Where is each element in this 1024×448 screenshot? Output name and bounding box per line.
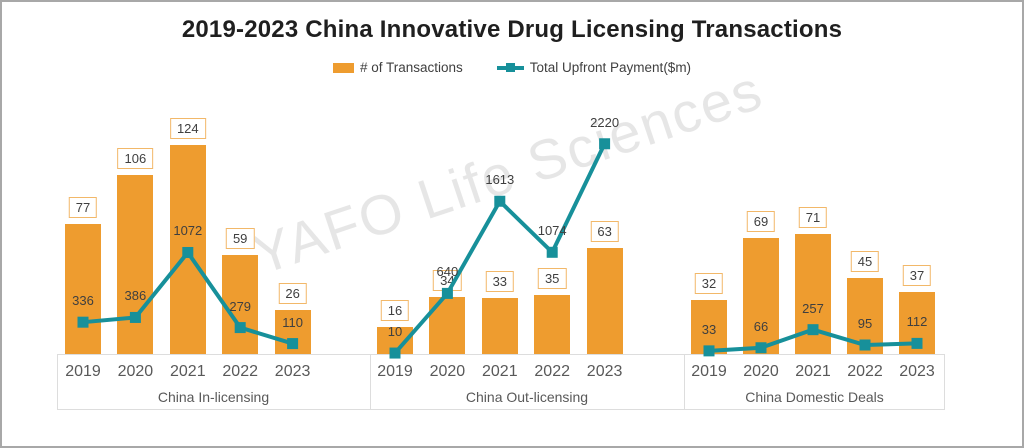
- legend-item-transactions: # of Transactions: [332, 60, 463, 75]
- x-tick-label: 2019: [691, 363, 727, 380]
- panel-title: China Out-licensing: [465, 389, 589, 405]
- upfront-value-label: 279: [229, 298, 252, 314]
- bar-value-label: 45: [850, 251, 880, 273]
- x-tick-label: 2022: [222, 363, 258, 380]
- line-series-swatch-icon: [496, 62, 524, 73]
- bar-value-label: 37: [902, 264, 932, 286]
- legend: # of Transactions Total Upfront Payment(…: [2, 60, 1022, 75]
- upfront-value-label: 1072: [173, 223, 203, 239]
- legend-label-transactions: # of Transactions: [359, 60, 463, 75]
- upfront-value-label: 33: [701, 321, 717, 337]
- x-tick-label: 2021: [170, 363, 206, 380]
- legend-label-upfront: Total Upfront Payment($m): [529, 60, 692, 75]
- axis-divider: [370, 354, 371, 410]
- bar-value-label: 77: [68, 197, 98, 219]
- x-tick-label: 2021: [795, 363, 831, 380]
- upfront-value-label: 1613: [485, 172, 515, 188]
- chart-title: 2019-2023 China Innovative Drug Licensin…: [181, 16, 843, 43]
- bar-value-label: 16: [380, 300, 410, 322]
- bar-value-label: 32: [694, 273, 724, 295]
- upfront-value-label: 640: [436, 264, 459, 280]
- bar-series-swatch-icon: [332, 62, 354, 73]
- bar-china-out-licensing-2021: [481, 298, 518, 354]
- bar-china-out-licensing-2020: [429, 296, 466, 354]
- upfront-value-label: 110: [282, 314, 303, 330]
- bar-value-label: 71: [798, 207, 828, 229]
- bar-value-label: 35: [537, 268, 567, 290]
- bar-china-in-licensing-2019: [65, 224, 101, 354]
- bar-value-label: 69: [746, 210, 776, 232]
- x-tick-label: 2023: [586, 363, 623, 380]
- upfront-value-label: 336: [72, 293, 94, 309]
- bar-china-out-licensing-2023: [586, 247, 623, 354]
- line-marker-icon: [599, 138, 611, 150]
- x-tick-label: 2019: [377, 363, 413, 380]
- bar-china-domestic-deals-2020: [743, 237, 779, 354]
- axis-divider: [684, 354, 685, 410]
- legend-item-upfront: Total Upfront Payment($m): [496, 60, 692, 75]
- bar-china-out-licensing-2022: [534, 295, 571, 354]
- upfront-value-label: 2220: [590, 114, 620, 130]
- upfront-value-label: 112: [906, 314, 928, 330]
- bar-china-domestic-deals-2021: [795, 234, 831, 354]
- bar-china-in-licensing-2020: [117, 175, 154, 354]
- bar-value-label: 124: [169, 118, 206, 140]
- bar-value-label: 26: [278, 283, 307, 305]
- x-tick-label: 2019: [65, 363, 101, 380]
- upfront-value-label: 257: [802, 300, 824, 316]
- bar-value-label: 33: [485, 271, 515, 293]
- x-tick-label: 2020: [429, 363, 466, 380]
- bar-value-label: 59: [225, 227, 255, 249]
- bar-china-in-licensing-2021: [169, 145, 206, 354]
- x-axis-band: [57, 354, 945, 410]
- x-tick-label: 2022: [534, 363, 570, 380]
- panel-title: China Domestic Deals: [745, 389, 884, 405]
- bar-value-label: 63: [590, 220, 619, 242]
- upfront-value-label: 10: [387, 324, 403, 340]
- upfront-value-label: 66: [753, 318, 769, 334]
- x-tick-label: 2023: [899, 363, 935, 380]
- panel-title: China In-licensing: [157, 389, 270, 405]
- upfront-value-label: 386: [124, 288, 147, 304]
- upfront-value-label: 1074: [537, 223, 567, 239]
- upfront-value-label: 95: [857, 316, 873, 331]
- line-marker-icon: [546, 246, 558, 258]
- x-tick-label: 2023: [274, 363, 311, 380]
- x-tick-label: 2020: [743, 363, 779, 380]
- x-tick-label: 2020: [117, 363, 154, 380]
- line-marker-icon: [494, 195, 506, 207]
- x-tick-label: 2022: [847, 363, 883, 380]
- x-tick-label: 2021: [482, 363, 518, 380]
- bar-value-label: 106: [117, 148, 154, 170]
